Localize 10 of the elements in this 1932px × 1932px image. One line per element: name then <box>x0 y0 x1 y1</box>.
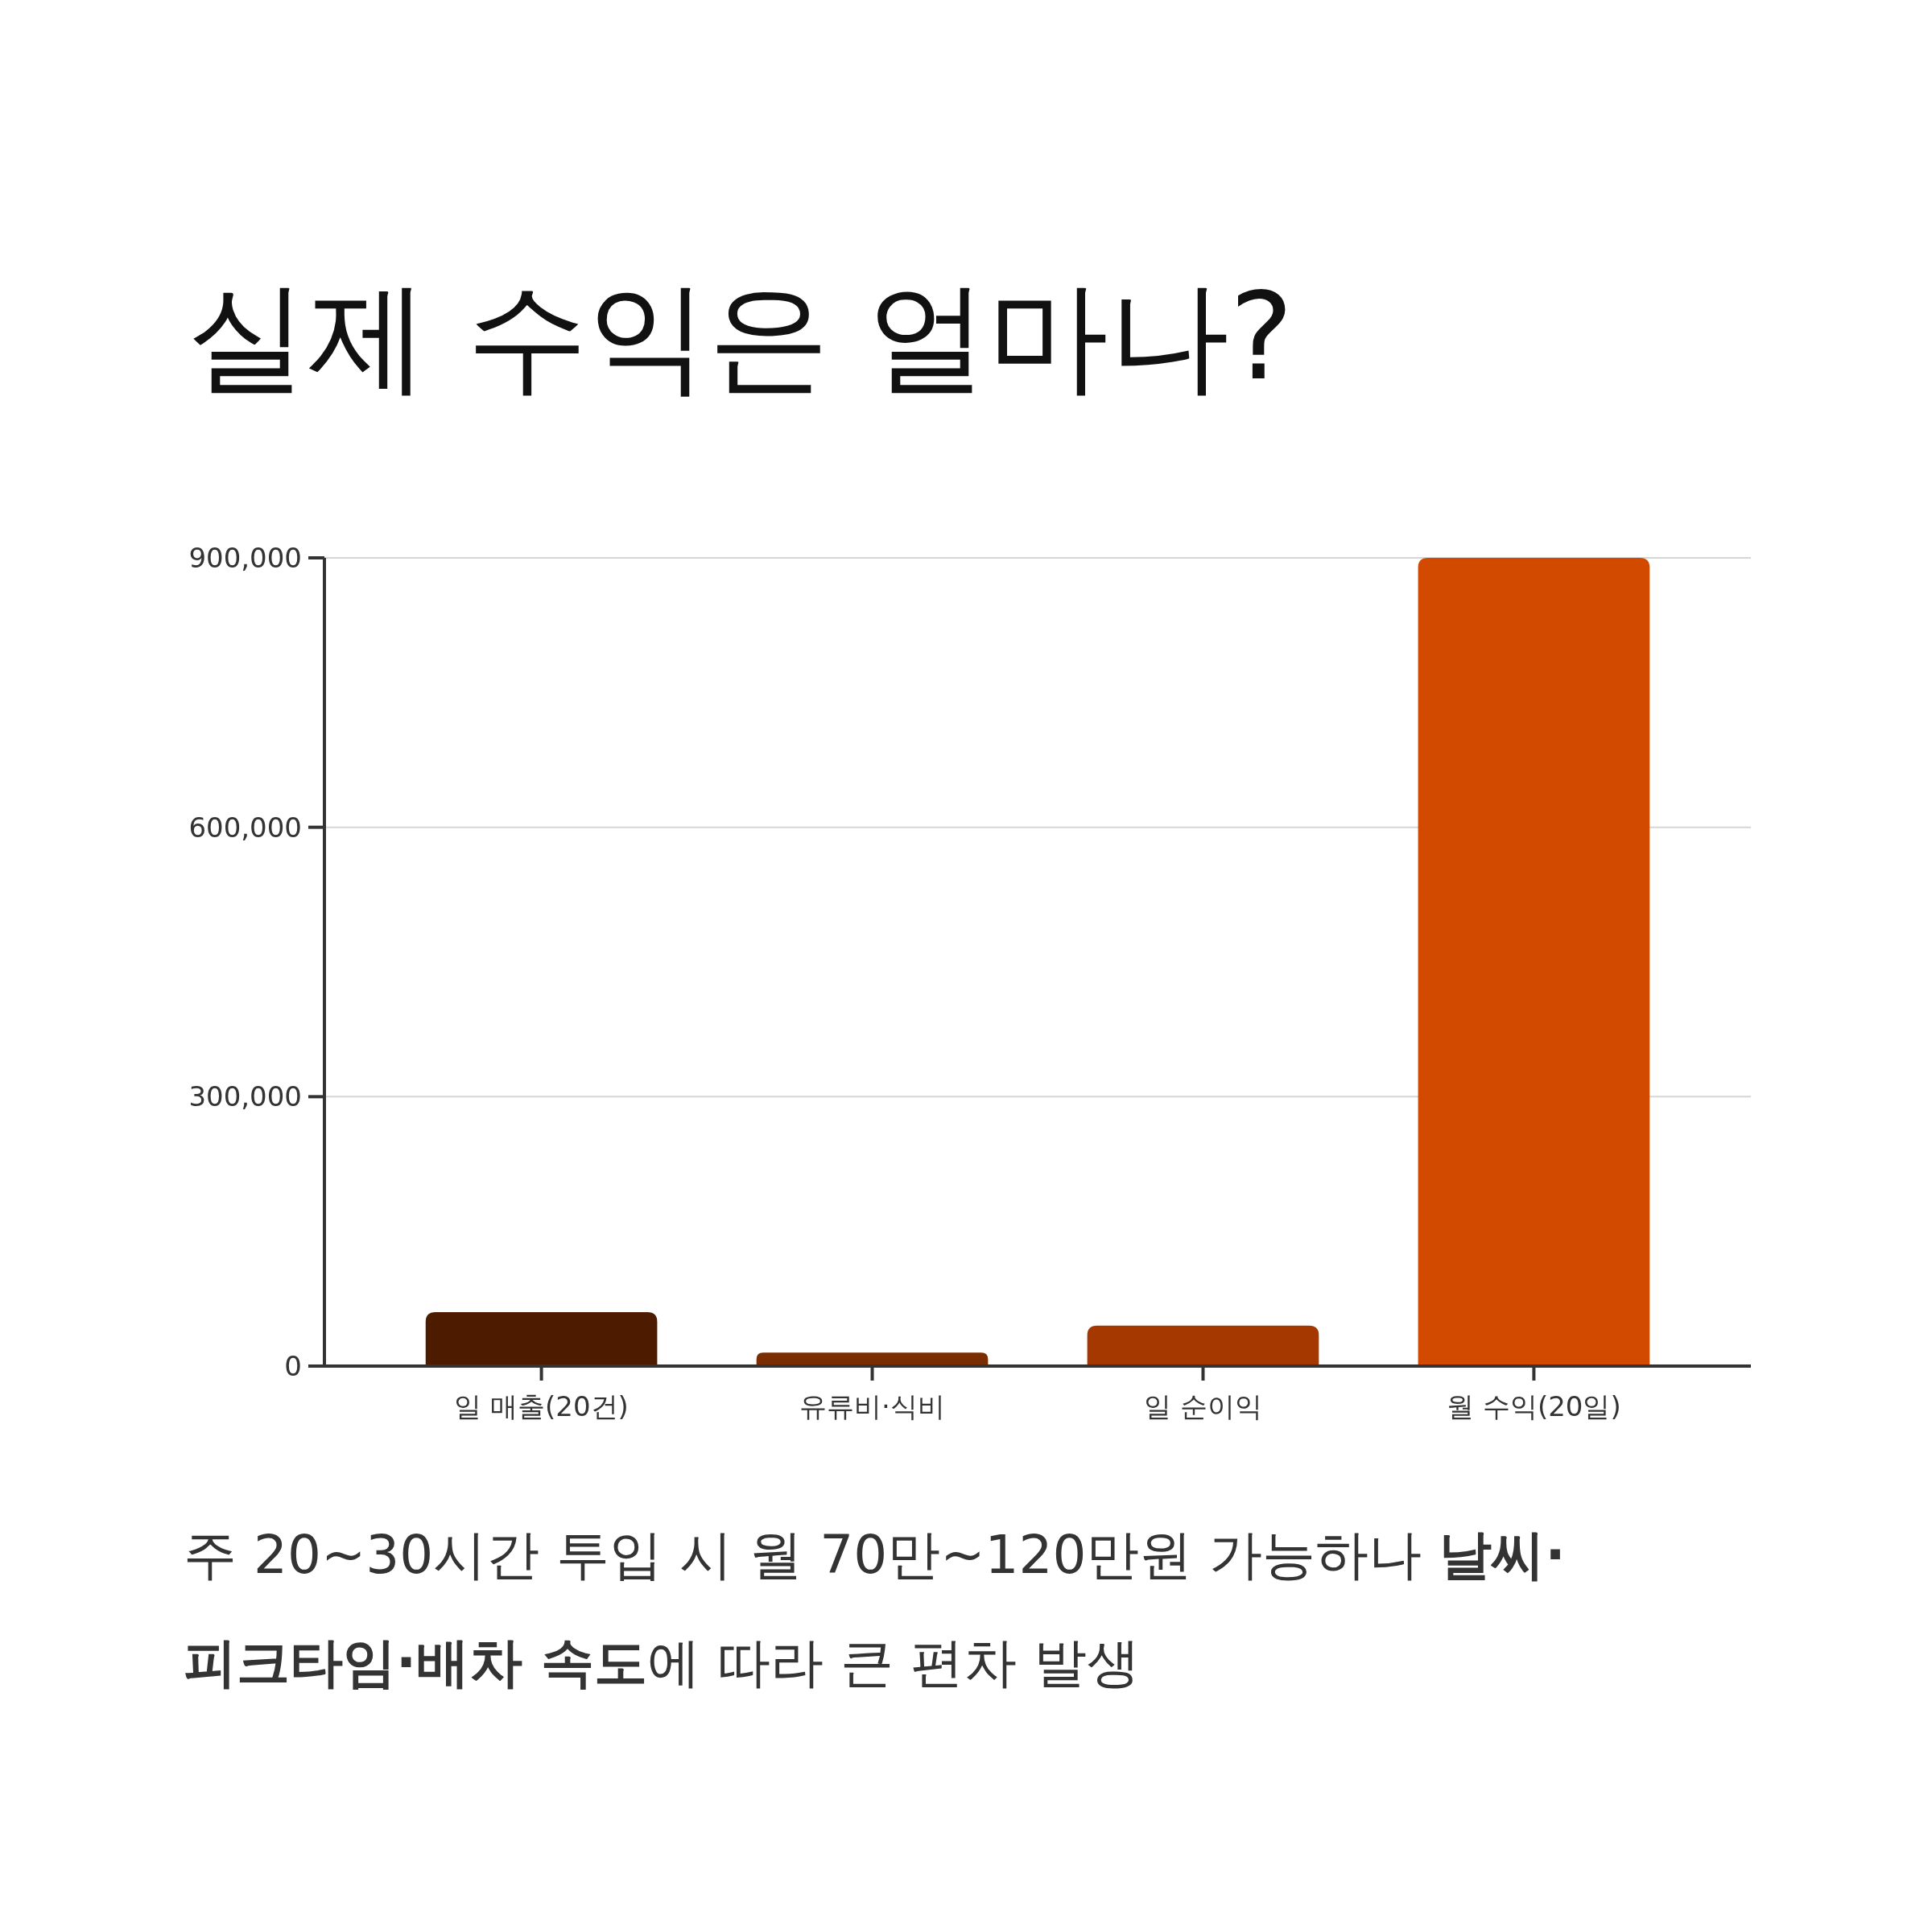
y-tick-label: 0 <box>284 1350 302 1382</box>
x-tick-label: 월 수익(20일) <box>1447 1390 1621 1422</box>
y-tick-label: 300,000 <box>188 1080 302 1113</box>
text: 주 20~30시간 투입 시 월 70만~120만원 가능하나 날씨·피크타임·배차 속도에 따라 큰 편차 발생 <box>184 1524 1566 1694</box>
y-tick-label: 900,000 <box>188 542 302 574</box>
x-tick-label: 일 매출(20건) <box>454 1390 629 1422</box>
x-tick-label: 유류비·식비 <box>799 1390 945 1422</box>
x-tick-label: 일 순이익 <box>1144 1390 1262 1422</box>
chart-title: 실제 수익은 얼마나? <box>187 266 1294 407</box>
y-tick-label: 600,000 <box>188 811 302 844</box>
